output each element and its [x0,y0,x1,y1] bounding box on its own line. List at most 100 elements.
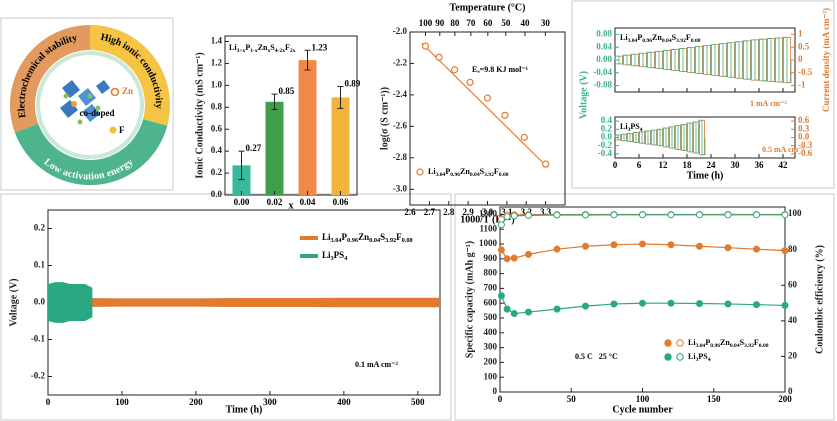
voltage-trace [726,42,736,78]
x-tick-label: 0.02 [267,197,283,207]
voltage-trace [646,51,656,69]
voltage-trace [698,119,706,156]
voltage-trace [668,126,676,149]
y-tick-label: 0.0 [211,189,223,199]
legend-marker [664,353,672,361]
voltage-trace [654,50,664,70]
y-tick-label: 0.3 [798,123,810,133]
x-axis-label: Time (h) [226,404,263,415]
point [525,211,532,219]
point [503,305,511,313]
point [542,160,550,168]
value-label: 0.85 [279,86,295,96]
point [510,310,518,318]
y-tick-label: -0.08 [593,80,612,90]
crystal [60,80,110,125]
point [610,241,618,249]
point [466,78,474,86]
annotation: 0.5 mA cm⁻² [762,145,805,154]
voltage-trace [650,129,658,146]
y-axis-label: Ionic Conductivity (mS cm⁻¹) [194,52,205,178]
plot-frame [499,206,786,393]
point [667,299,675,307]
y-tick-label: 0.8 [211,101,223,111]
y-tick-label: -2.4 [393,89,408,99]
x-axis-label: 1000/T (K⁻¹) [460,214,514,225]
point [582,302,589,310]
point [696,211,703,219]
voltage-trace [630,53,640,67]
voltage-trace [614,55,624,65]
error-bar [238,150,245,181]
point [553,245,561,253]
x-tick-label: 400 [337,397,351,407]
x-tick-label: 100 [115,397,129,407]
y-tick-label: 0.4 [601,115,613,125]
y-tick-label: 1 [798,28,803,38]
point [421,42,430,50]
point [696,242,703,250]
voltage-trace [632,132,640,143]
y-tick-label: 400 [484,327,498,337]
y-axis-label: Coulombic efficiency (%) [814,245,825,354]
y-tick-label: 0.04 [596,41,612,51]
x-tick-label: 30 [541,18,551,28]
dopant-label: F [119,125,125,135]
point [503,213,511,221]
voltage-trace [638,131,646,144]
value-label: 0.89 [345,79,361,89]
voltage-trace [644,130,652,145]
bar [232,165,251,195]
legend-marker [676,339,684,347]
point [525,308,532,316]
y-tick-label: 600 [484,297,498,307]
y-tick-label: 0.2 [601,123,613,133]
point [510,254,518,262]
y-tick-label: -0.4 [598,148,613,158]
point [610,211,618,219]
point [553,211,561,219]
point [724,300,732,308]
point [753,245,760,253]
y-tick-label: 1100 [479,223,497,233]
legend-label: Li3.04P0.96Zn0.04S3.92F0.08 [322,232,413,244]
y-tick-label: 0.0 [798,132,810,142]
point [520,133,528,141]
voltage-trace [626,133,634,142]
x-tick-label: 0.06 [333,197,349,207]
legend-marker [676,353,684,361]
point [753,301,760,309]
y-tick-label: 20 [788,350,798,360]
y-tick-label: 900 [484,253,498,263]
x-tick-label: 500 [411,397,425,407]
ring-segment [14,119,168,186]
voltage-trace [670,49,680,71]
x-tick-label: 200 [778,394,792,404]
top-axis-label: Temperature (°C) [450,2,526,13]
value-label: 0.27 [246,143,262,153]
y-tick-label: -0.6 [798,148,813,158]
y-axis-label: Current density (mA cm⁻²) [821,8,831,112]
voltage-trace [662,50,672,70]
y-tick-label: -2.2 [393,58,408,68]
x-axis-label: Time (h) [687,170,724,181]
y-tick-label: 0.1 [34,260,46,270]
y-tick-label: 1.4 [211,36,223,46]
voltage-trace [662,127,670,148]
point [610,300,618,308]
y-axis-label: Voltage (V) [8,278,19,326]
voltage-trace [686,122,694,153]
y-tick-label: 0.6 [211,123,223,133]
x-tick-label: 100 [636,394,650,404]
y-tick-label: 200 [484,356,498,366]
schematic: Zn F co-doped High ionic conductivity El… [9,24,171,186]
bar [265,101,284,195]
x-tick-label: 60 [483,18,493,28]
x-tick-label: 2.9 [463,207,475,217]
voltage-trace [782,36,792,84]
legend-marker [416,168,424,176]
voltage-trace [750,39,760,81]
y-tick-label: 0.5 [798,41,810,51]
y-tick-label: -0.04 [593,67,612,77]
y-tick-label: 0.4 [211,145,223,155]
